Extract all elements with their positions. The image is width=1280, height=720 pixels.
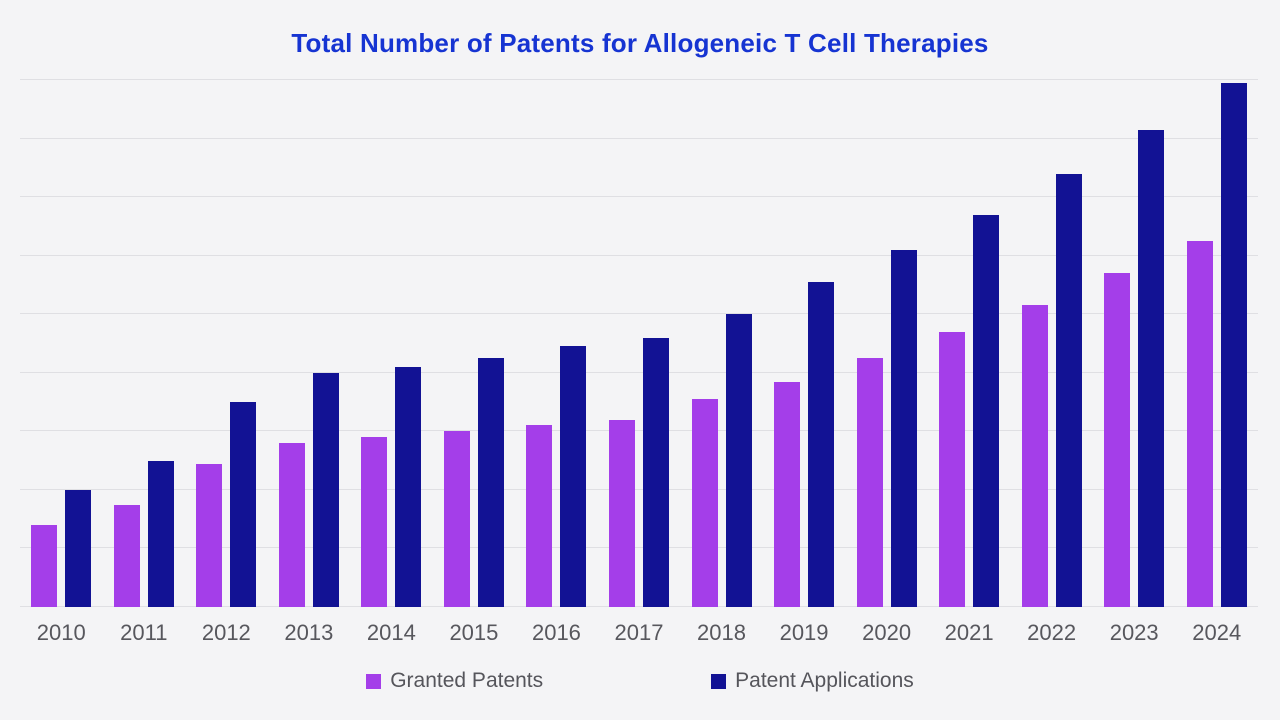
chart-title: Total Number of Patents for Allogeneic T… [291, 28, 989, 58]
gridline [20, 254, 1258, 256]
granted-patents-bar-2019 [774, 381, 801, 607]
legend-item-granted-patents: Granted Patents [366, 669, 543, 693]
patent-applications-swatch-icon [711, 673, 727, 689]
patent-applications-bar-2014 [395, 366, 422, 607]
granted-patents-bar-2014 [361, 437, 388, 607]
granted-patents-bar-2016 [526, 425, 553, 607]
x-axis-label-2024: 2024 [1192, 620, 1242, 645]
x-axis-label-2023: 2023 [1109, 620, 1159, 645]
granted-patents-swatch-icon [366, 673, 382, 689]
gridline [20, 371, 1258, 373]
x-axis-label-2020: 2020 [862, 620, 912, 645]
patent-applications-bar-2019 [808, 282, 835, 607]
granted-patents-bar-2020 [856, 358, 883, 607]
granted-patents-bar-2012 [196, 463, 223, 607]
patent-applications-bar-2017 [643, 337, 669, 607]
patent-applications-bar-2020 [890, 249, 917, 607]
granted-patents-bar-2024 [1186, 241, 1213, 607]
granted-patents-bar-2018 [691, 399, 718, 607]
gridline [20, 79, 1258, 80]
x-axis-label-2022: 2022 [1027, 620, 1077, 645]
patent-applications-bar-2022 [1055, 173, 1082, 607]
granted-patents-bar-2010 [31, 525, 58, 607]
legend-label-granted-patents: Granted Patents [390, 669, 544, 692]
gridline [20, 196, 1258, 198]
patent-applications-bar-2023 [1138, 129, 1165, 607]
x-axis-label-2012: 2012 [201, 620, 251, 645]
legend-label-patent-applications: Patent Applications [735, 669, 914, 692]
x-axis-label-2011: 2011 [120, 620, 168, 645]
granted-patents-bar-2011 [113, 504, 140, 607]
granted-patents-bar-2022 [1021, 305, 1048, 607]
gridline [20, 547, 1258, 549]
x-axis-label-2013: 2013 [284, 620, 334, 645]
gridline [20, 137, 1258, 139]
granted-patents-bar-2023 [1104, 273, 1131, 607]
gridline [20, 430, 1258, 432]
patent-applications-bar-2016 [560, 346, 587, 607]
gridline [20, 313, 1258, 315]
granted-patents-bar-2017 [609, 419, 635, 607]
patent-applications-bar-2018 [725, 314, 752, 607]
legend-item-patent-applications: Patent Applications [711, 669, 914, 693]
x-axis-label-2019: 2019 [779, 620, 829, 645]
legend: Granted Patents Patent Applications [0, 669, 1280, 693]
patent-applications-bar-2011 [147, 460, 174, 607]
x-axis-label-2014: 2014 [366, 620, 416, 645]
granted-patents-bar-2013 [278, 443, 305, 607]
granted-patents-bar-2015 [443, 431, 470, 607]
x-axis-label-2018: 2018 [697, 620, 747, 645]
x-axis-label-2021: 2021 [944, 620, 994, 645]
x-axis-label-2010: 2010 [36, 620, 86, 645]
patent-applications-bar-2024 [1220, 82, 1247, 607]
patent-applications-bar-2010 [65, 489, 92, 607]
x-axis-label-2015: 2015 [449, 620, 499, 645]
x-axis-label-2017: 2017 [614, 620, 664, 645]
gridline [20, 488, 1258, 490]
granted-patents-bar-2021 [939, 331, 966, 607]
patent-applications-bar-2013 [312, 372, 339, 607]
x-axis-label-2016: 2016 [531, 620, 581, 645]
patent-applications-bar-2021 [973, 214, 1000, 607]
gridline [20, 606, 1258, 607]
patent-applications-bar-2015 [477, 358, 504, 607]
patent-applications-bar-2012 [230, 402, 257, 607]
plot-area: 2010 2011 2012 2013 2014 2015 2016 2017 2018 2019… [20, 79, 1258, 645]
